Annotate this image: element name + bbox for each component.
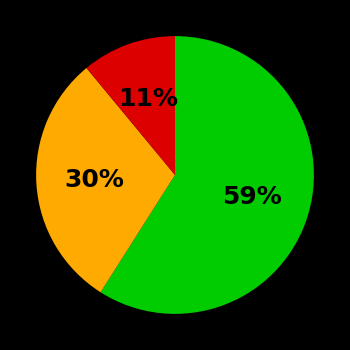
Wedge shape (86, 36, 175, 175)
Text: 11%: 11% (118, 87, 178, 111)
Wedge shape (36, 68, 175, 292)
Wedge shape (100, 36, 314, 314)
Text: 59%: 59% (223, 186, 282, 209)
Text: 30%: 30% (65, 168, 125, 192)
